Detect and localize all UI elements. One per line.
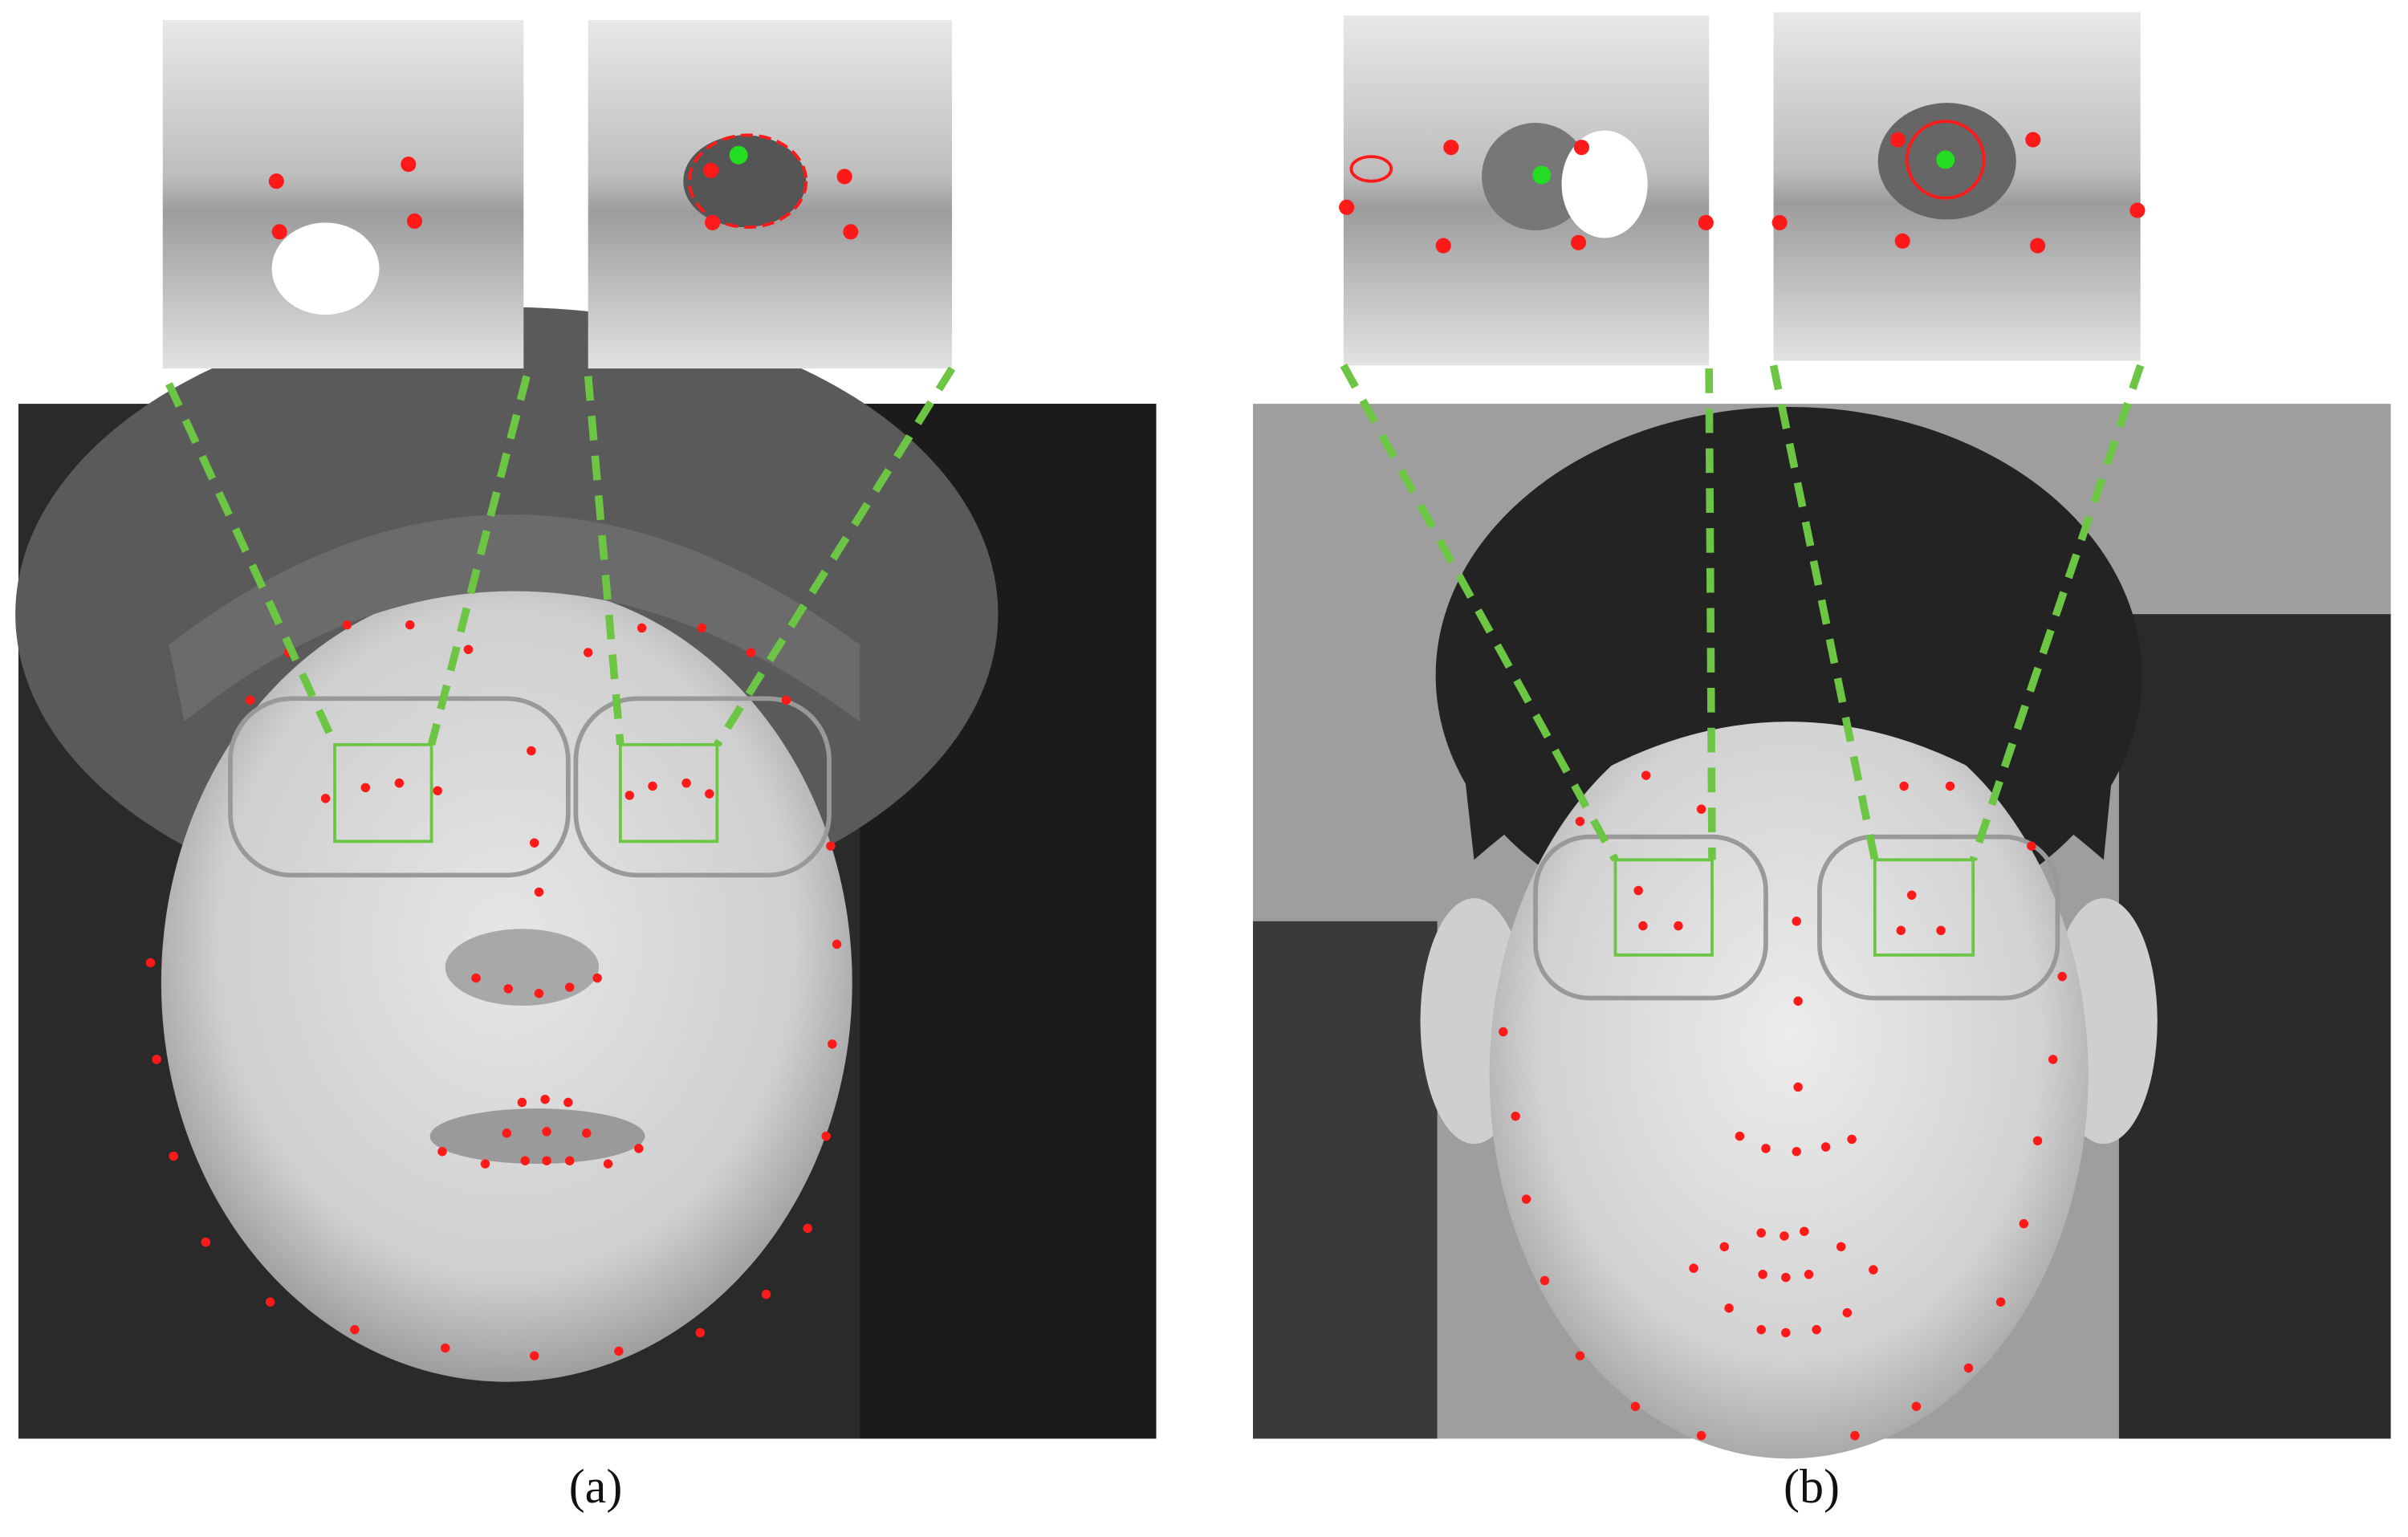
photo-a <box>15 307 1157 1439</box>
inset-b-right <box>1771 12 2146 361</box>
zoom-lines-b <box>1340 363 2145 862</box>
inset-a-right <box>588 19 953 369</box>
panel-label: (b) <box>1784 1460 1840 1513</box>
zoom-lines-a <box>165 366 956 747</box>
inset-a-left <box>162 19 524 369</box>
photo-b <box>1253 404 2391 1459</box>
panel-label: (a) <box>569 1460 623 1513</box>
inset-b-left <box>1339 15 1714 366</box>
figure-content <box>15 12 2391 1459</box>
